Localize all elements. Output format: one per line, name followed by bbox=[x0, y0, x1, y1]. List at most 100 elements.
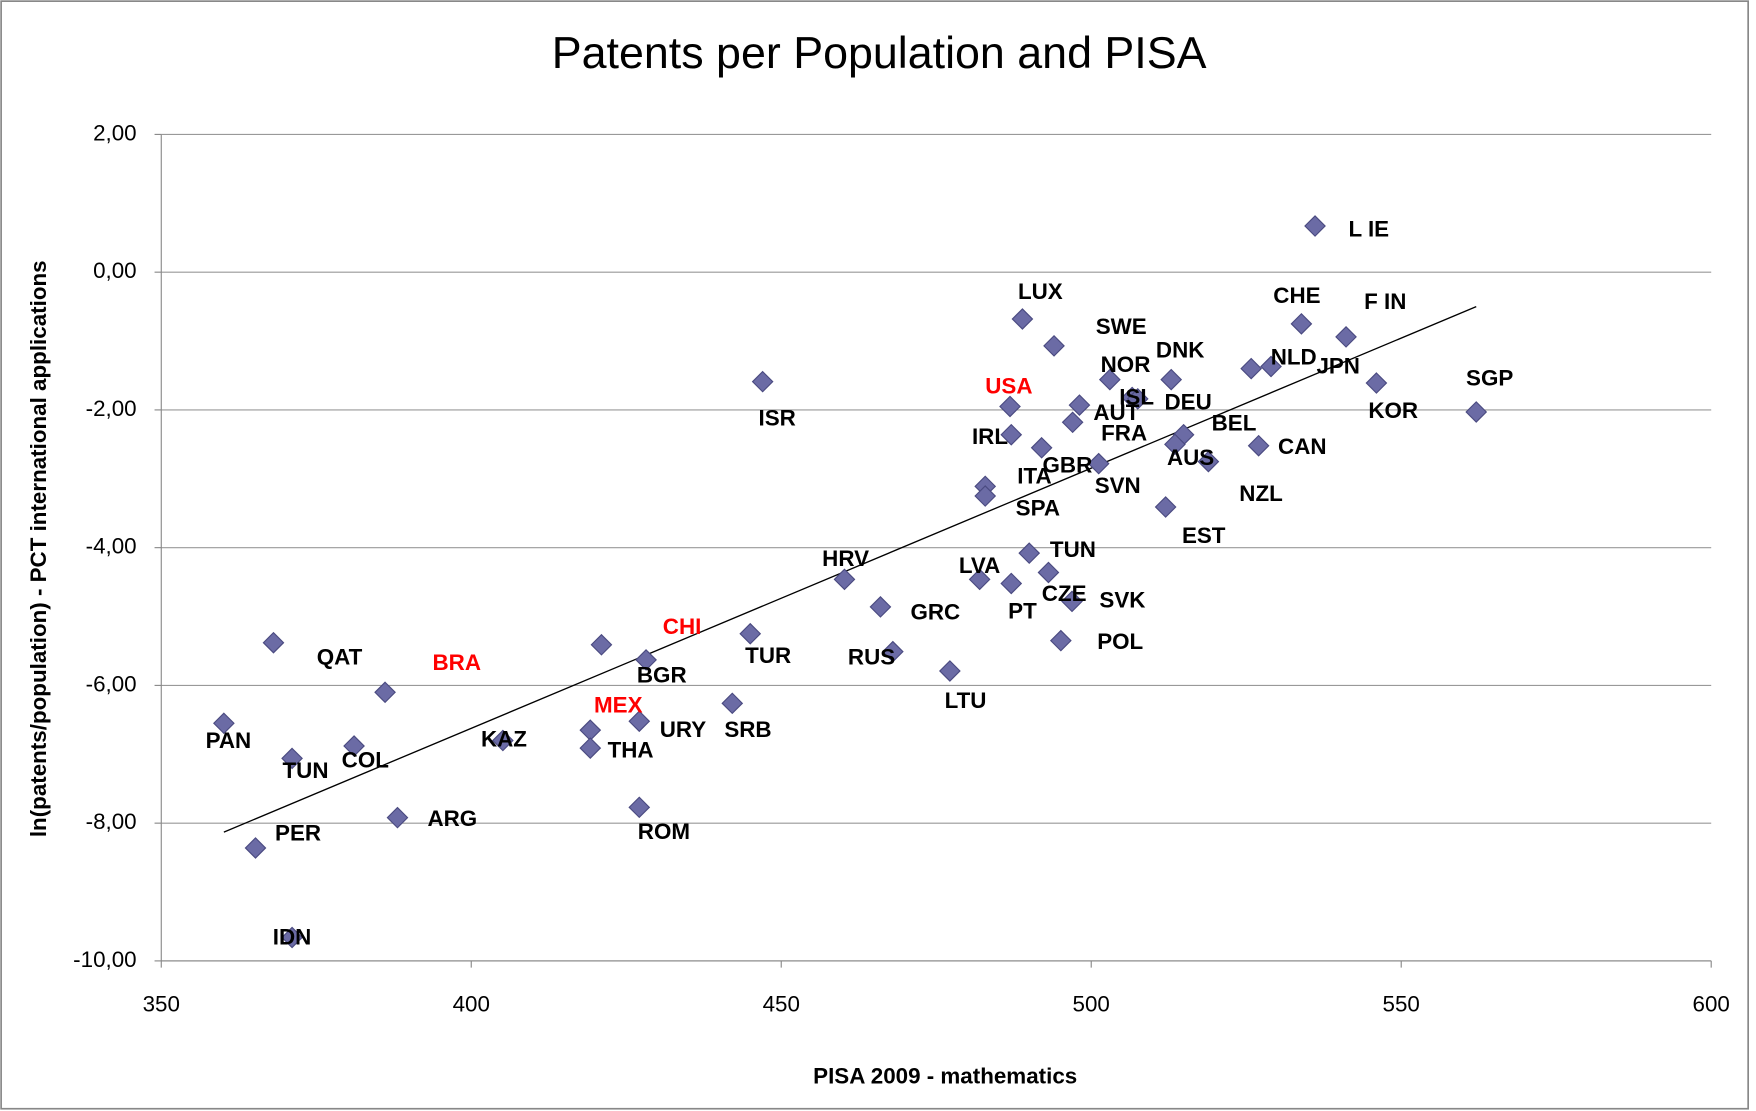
point-label: SVN bbox=[1095, 473, 1141, 498]
data-point bbox=[1247, 434, 1270, 457]
x-tick-label: 450 bbox=[763, 992, 800, 1017]
data-point bbox=[1098, 368, 1121, 391]
data-point bbox=[1197, 450, 1220, 473]
point-label: TUN bbox=[1050, 537, 1096, 562]
point-label: NOR bbox=[1101, 352, 1151, 377]
point-label: SGP bbox=[1466, 365, 1513, 390]
point-label: EST bbox=[1182, 523, 1226, 548]
data-point bbox=[1068, 394, 1091, 416]
x-tick-label: 500 bbox=[1073, 992, 1110, 1017]
point-label: BRA bbox=[433, 650, 481, 675]
data-point bbox=[939, 660, 961, 682]
point-label: KOR bbox=[1368, 398, 1418, 423]
y-tick-label: -4,00 bbox=[86, 534, 137, 559]
data-point bbox=[1304, 215, 1326, 237]
data-point bbox=[262, 631, 285, 654]
data-point bbox=[628, 796, 651, 819]
y-tick-label: -8,00 bbox=[86, 809, 137, 834]
data-point bbox=[1061, 590, 1083, 613]
point-label: LTU bbox=[945, 688, 987, 713]
point-label: SWE bbox=[1096, 314, 1147, 339]
data-point bbox=[1160, 368, 1183, 391]
x-axis-title: PISA 2009 - mathematics bbox=[813, 1063, 1077, 1088]
data-point bbox=[1290, 312, 1313, 335]
point-label: THA bbox=[608, 737, 654, 762]
x-tick-label: 400 bbox=[453, 992, 490, 1017]
y-tick-label: -2,00 bbox=[86, 396, 137, 421]
data-point bbox=[999, 395, 1021, 418]
point-label: RUS bbox=[848, 644, 895, 669]
data-point bbox=[492, 729, 514, 752]
point-label: FRA bbox=[1101, 421, 1147, 446]
point-label: NZL bbox=[1239, 481, 1282, 506]
point-label: CZE bbox=[1042, 581, 1087, 606]
point-label: ROM bbox=[638, 819, 690, 844]
data-point bbox=[721, 692, 744, 715]
data-point bbox=[881, 640, 904, 663]
data-point bbox=[1335, 326, 1357, 348]
data-point bbox=[1000, 572, 1023, 595]
data-point bbox=[386, 806, 409, 829]
data-point bbox=[628, 710, 651, 733]
point-label: AUT bbox=[1093, 400, 1139, 425]
point-label: KAZ bbox=[481, 726, 527, 751]
point-label: POL bbox=[1097, 629, 1143, 654]
point-label: NLD bbox=[1271, 344, 1317, 369]
point-label: COL bbox=[342, 748, 389, 773]
data-point bbox=[1154, 496, 1177, 518]
point-label: CHI bbox=[663, 614, 702, 639]
point-label: GBR bbox=[1043, 453, 1093, 478]
data-point bbox=[1087, 452, 1110, 475]
point-label: MEX bbox=[594, 693, 643, 718]
point-label: CAN bbox=[1278, 434, 1326, 459]
point-label: F IN bbox=[1364, 289, 1406, 314]
data-point bbox=[244, 837, 267, 859]
y-axis-title: ln(patents/population) - PCT internation… bbox=[26, 260, 51, 837]
data-point bbox=[579, 737, 602, 759]
y-tick-label: -6,00 bbox=[86, 671, 137, 696]
point-label: PT bbox=[1008, 599, 1037, 624]
data-point bbox=[343, 735, 365, 757]
point-label: LVA bbox=[959, 553, 1000, 578]
point-label: ISR bbox=[759, 406, 796, 431]
data-point bbox=[1049, 629, 1072, 652]
data-point bbox=[213, 712, 235, 735]
data-point bbox=[1018, 542, 1041, 565]
data-point bbox=[974, 485, 997, 507]
point-label: URY bbox=[660, 717, 706, 742]
data-point bbox=[1164, 433, 1186, 456]
chart-title: Patents per Population and PISA bbox=[552, 28, 1207, 78]
point-label: BEL bbox=[1212, 411, 1257, 436]
point-label: DNK bbox=[1156, 338, 1204, 363]
data-point bbox=[1061, 411, 1084, 434]
point-label: ARG bbox=[427, 806, 477, 831]
point-label: IDN bbox=[273, 925, 312, 950]
y-tick-label: -10,00 bbox=[73, 947, 136, 972]
point-label: PAN bbox=[206, 728, 252, 753]
point-label: ITA bbox=[1017, 463, 1051, 488]
point-label: QAT bbox=[317, 644, 363, 669]
data-point bbox=[968, 568, 991, 591]
y-tick-label: 2,00 bbox=[93, 120, 137, 145]
point-label: AUS bbox=[1167, 445, 1214, 470]
data-point bbox=[1260, 355, 1282, 378]
data-point bbox=[1011, 308, 1034, 330]
point-label: JPN bbox=[1316, 354, 1360, 379]
point-label: CHE bbox=[1273, 283, 1320, 308]
data-point bbox=[1037, 561, 1060, 584]
data-point bbox=[590, 633, 613, 656]
point-label: BGR bbox=[637, 663, 687, 688]
point-label: DEU bbox=[1164, 389, 1211, 414]
trendline bbox=[223, 305, 1477, 833]
data-point bbox=[281, 747, 303, 770]
point-label: IRL bbox=[972, 424, 1008, 449]
data-point bbox=[739, 622, 762, 645]
x-tick-label: 550 bbox=[1383, 992, 1420, 1017]
data-point bbox=[833, 568, 856, 591]
point-label: SVK bbox=[1099, 587, 1145, 612]
point-label: TUN bbox=[283, 758, 329, 783]
x-tick-label: 600 bbox=[1693, 992, 1730, 1017]
point-label: PER bbox=[275, 820, 321, 845]
